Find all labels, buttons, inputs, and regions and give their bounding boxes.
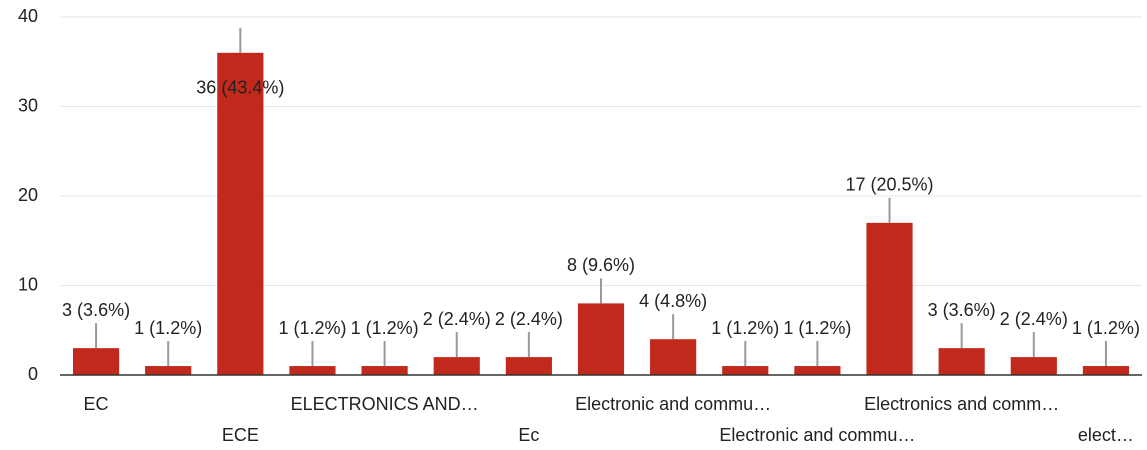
data-label: 4 (4.8%) xyxy=(639,291,707,311)
data-label: 3 (3.6%) xyxy=(928,300,996,320)
bar xyxy=(433,357,480,375)
data-label: 2 (2.4%) xyxy=(1000,309,1068,329)
bar xyxy=(866,222,913,375)
data-label: 3 (3.6%) xyxy=(62,300,130,320)
y-tick-label: 10 xyxy=(18,274,38,294)
bar xyxy=(72,348,120,375)
bar xyxy=(794,366,841,375)
bar xyxy=(505,357,552,375)
bar xyxy=(1010,357,1057,375)
bar xyxy=(1082,366,1130,375)
y-tick-label: 20 xyxy=(18,185,38,205)
data-label: 17 (20.5%) xyxy=(846,175,934,195)
x-tick-label: ELECTRONICS AND… xyxy=(291,394,479,414)
bar xyxy=(577,303,625,375)
data-label: 36 (43.4%) xyxy=(196,78,284,98)
x-tick-label: Electronic and commu… xyxy=(719,425,915,445)
x-tick-label: Ec xyxy=(518,425,539,445)
bar xyxy=(145,366,192,375)
bar xyxy=(650,339,697,375)
data-label: 8 (9.6%) xyxy=(567,255,635,275)
bar xyxy=(289,366,336,375)
x-tick-label: elect… xyxy=(1078,425,1134,445)
x-tick-label: Electronics and comm… xyxy=(864,394,1059,414)
y-tick-label: 0 xyxy=(28,364,38,384)
data-label: 1 (1.2%) xyxy=(351,318,419,338)
data-label: 2 (2.4%) xyxy=(495,309,563,329)
data-label: 1 (1.2%) xyxy=(278,318,346,338)
bar xyxy=(722,366,769,375)
data-label: 1 (1.2%) xyxy=(134,318,202,338)
data-label: 1 (1.2%) xyxy=(783,318,851,338)
data-label: 1 (1.2%) xyxy=(1072,318,1140,338)
data-label: 1 (1.2%) xyxy=(711,318,779,338)
x-tick-label: EC xyxy=(84,394,109,414)
x-tick-label: ECE xyxy=(222,425,259,445)
bar xyxy=(217,52,264,376)
data-label: 2 (2.4%) xyxy=(423,309,491,329)
x-tick-label: Electronic and commu… xyxy=(575,394,771,414)
y-tick-label: 30 xyxy=(18,95,38,115)
bar xyxy=(361,366,408,375)
bar xyxy=(938,348,985,375)
y-tick-label: 40 xyxy=(18,6,38,26)
